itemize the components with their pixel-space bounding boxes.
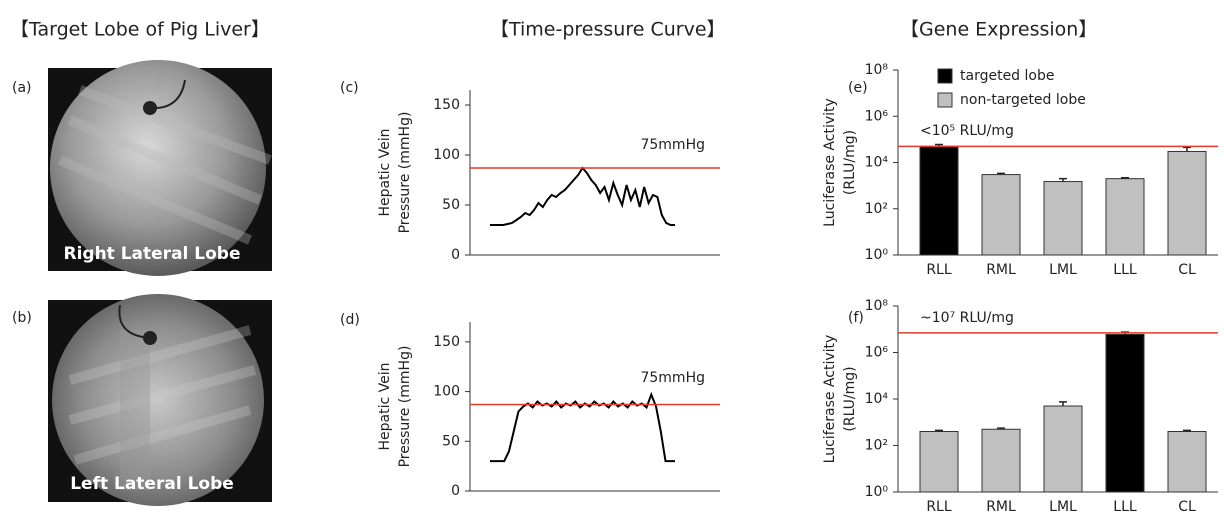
y-tick-label: 10² xyxy=(865,438,888,454)
annotation: <10⁵ RLU/mg xyxy=(920,123,1014,139)
header: 【Target Lobe of Pig Liver】 xyxy=(10,19,270,41)
y-tick-label: 50 xyxy=(442,197,460,213)
y-tick-label: 0 xyxy=(451,483,460,499)
y-axis-label: Hepatic Vein xyxy=(377,363,393,451)
pressure-line xyxy=(490,391,675,463)
bar xyxy=(1167,431,1207,493)
x-tick-label: LLL xyxy=(1113,499,1137,515)
panel-label: (f) xyxy=(848,310,864,326)
image-caption: Right Lateral Lobe xyxy=(63,244,240,264)
x-tick-label: RLL xyxy=(926,499,952,515)
bar xyxy=(919,145,959,256)
panel-label: (a) xyxy=(12,80,32,96)
bar xyxy=(919,431,959,493)
bar xyxy=(1105,333,1145,493)
error-bar xyxy=(997,172,1005,175)
bar xyxy=(1105,178,1145,256)
y-tick-label: 10⁶ xyxy=(865,345,889,361)
x-tick-label: RLL xyxy=(926,262,952,278)
y-tick-label: 100 xyxy=(433,384,460,400)
bar xyxy=(1043,181,1083,256)
y-axis-label: Pressure (mmHg) xyxy=(397,112,413,234)
y-tick-label: 100 xyxy=(433,147,460,163)
x-tick-label: CL xyxy=(1178,499,1196,515)
bar xyxy=(1167,150,1207,256)
panel-label: (b) xyxy=(12,310,32,326)
error-bar xyxy=(1059,401,1067,406)
header: 【Time-pressure Curve】 xyxy=(490,19,726,41)
y-tick-label: 50 xyxy=(442,433,460,449)
annotation: 75mmHg xyxy=(640,370,705,386)
y-tick-label: 10⁴ xyxy=(865,155,889,171)
y-tick-label: 10⁶ xyxy=(865,108,889,124)
legend-swatch xyxy=(937,68,953,84)
annotation: ~10⁷ RLU/mg xyxy=(920,310,1014,326)
bar xyxy=(981,428,1021,493)
legend-label: targeted lobe xyxy=(960,68,1054,84)
xray-image xyxy=(48,60,272,276)
error-bar xyxy=(997,427,1005,430)
y-axis-label: Pressure (mmHg) xyxy=(397,346,413,468)
annotation: 75mmHg xyxy=(640,137,705,153)
image-caption: Left Lateral Lobe xyxy=(70,474,234,494)
y-tick-label: 0 xyxy=(451,247,460,263)
y-tick-label: 10⁸ xyxy=(865,298,889,314)
bar xyxy=(981,174,1021,256)
y-tick-label: 10⁸ xyxy=(865,62,889,78)
y-axis-label: (RLU/mg) xyxy=(842,366,858,431)
panel-label: (c) xyxy=(340,80,359,96)
legend-swatch xyxy=(937,92,953,108)
y-axis-label: Luciferase Activity xyxy=(822,335,838,464)
y-tick-label: 10² xyxy=(865,201,888,217)
error-bar xyxy=(1121,176,1129,179)
y-axis-label: Luciferase Activity xyxy=(822,98,838,227)
error-bar xyxy=(935,429,943,432)
pressure-line xyxy=(490,166,675,226)
bar xyxy=(1043,405,1083,493)
header: 【Gene Expression】 xyxy=(900,19,1097,41)
y-tick-label: 10⁰ xyxy=(865,484,889,500)
x-tick-label: LML xyxy=(1049,262,1077,278)
panel-label: (e) xyxy=(848,80,868,96)
y-axis-label: (RLU/mg) xyxy=(842,130,858,195)
xray-image xyxy=(48,294,272,506)
x-tick-label: RML xyxy=(986,499,1016,515)
y-tick-label: 150 xyxy=(433,97,460,113)
error-bar xyxy=(1183,146,1191,152)
y-tick-label: 150 xyxy=(433,334,460,350)
y-tick-label: 10⁰ xyxy=(865,247,889,263)
y-axis-label: Hepatic Vein xyxy=(377,129,393,217)
error-bar xyxy=(1059,177,1067,182)
x-tick-label: LLL xyxy=(1113,262,1137,278)
x-tick-label: RML xyxy=(986,262,1016,278)
legend-label: non-targeted lobe xyxy=(960,92,1086,108)
x-tick-label: CL xyxy=(1178,262,1196,278)
y-tick-label: 10⁴ xyxy=(865,391,889,407)
error-bar xyxy=(1183,429,1191,432)
x-tick-label: LML xyxy=(1049,499,1077,515)
panel-label: (d) xyxy=(340,312,360,328)
